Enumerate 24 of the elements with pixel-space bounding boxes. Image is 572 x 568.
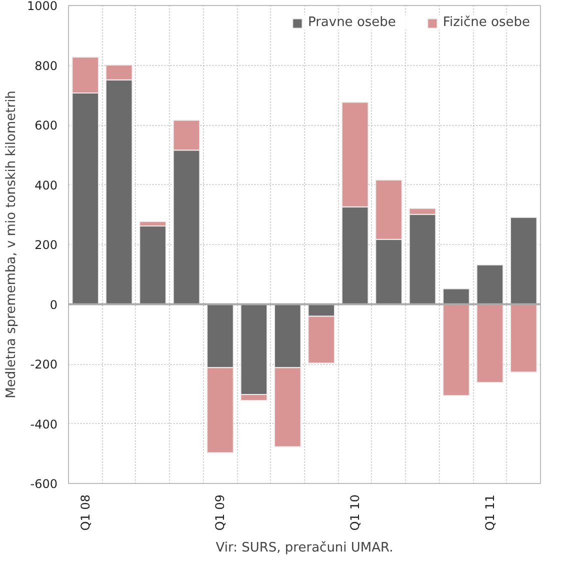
- y-tick-label: 400: [34, 178, 58, 192]
- bar: [510, 216, 538, 305]
- bar: [476, 304, 504, 384]
- y-tick-label: 800: [34, 58, 58, 73]
- y-tick-label: -200: [30, 358, 58, 372]
- bar: [139, 225, 166, 305]
- x-tick-label: Q1 10: [348, 494, 362, 531]
- y-tick-label: 1000: [26, 0, 58, 13]
- y-axis-title: Medletna sprememba, v mio tonskih kilometrih: [4, 90, 19, 398]
- legend-label: Pravne osebe: [308, 15, 396, 30]
- y-tick-label: 600: [34, 118, 58, 132]
- x-tick-label: Q1 08: [78, 494, 92, 531]
- x-tick-label: Q1 09: [213, 494, 228, 531]
- x-tick-label: Q1 11: [482, 494, 497, 531]
- bar: [510, 304, 538, 373]
- legend-label: Fizične osebe: [442, 15, 530, 30]
- y-tick-label: -400: [30, 417, 58, 432]
- bar: [442, 304, 470, 396]
- bar: [476, 264, 504, 305]
- y-tick-label: 200: [34, 238, 58, 252]
- bar: [442, 288, 470, 305]
- text: Vir: SURS, preračuni UMAR.: [216, 540, 394, 556]
- y-tick-label: 0: [50, 298, 58, 312]
- y-tick-label: -600: [30, 477, 58, 491]
